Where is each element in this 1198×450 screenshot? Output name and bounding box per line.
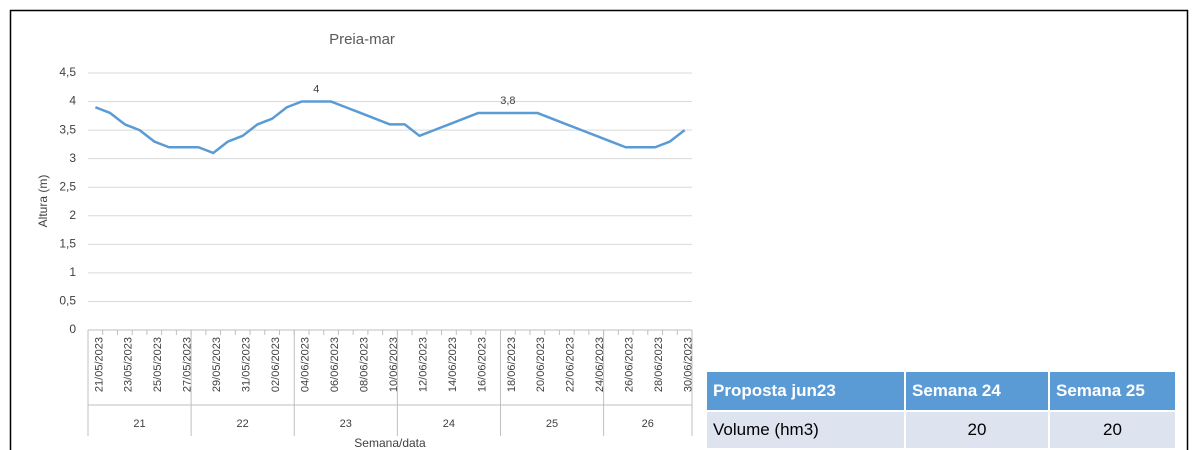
x-tick-label: 31/05/2023 <box>241 337 253 392</box>
x-tick-label: 04/06/2023 <box>300 337 312 392</box>
x-tick-label: 12/06/2023 <box>417 337 429 392</box>
y-tick-label: 4 <box>69 94 76 108</box>
data-label: 4 <box>313 83 319 95</box>
series-line <box>94 100 686 155</box>
x-tick-label: 20/06/2023 <box>535 337 547 392</box>
x-tick-label: 27/05/2023 <box>182 337 194 392</box>
group-label: 26 <box>642 418 654 430</box>
header-cell: Semana 25 <box>1050 372 1175 410</box>
x-tick-label: 02/06/2023 <box>270 337 282 392</box>
data-label: 3,8 <box>500 95 515 107</box>
group-label: 21 <box>133 418 145 430</box>
cell: 20 <box>906 410 1048 448</box>
y-tick-label: 2 <box>69 208 76 222</box>
y-tick-label: 2,5 <box>59 179 76 193</box>
x-tick-label: 08/06/2023 <box>358 337 370 392</box>
x-tick-label: 26/06/2023 <box>624 337 636 392</box>
x-tick-label: 25/05/2023 <box>152 337 164 392</box>
y-tick-label: 1,5 <box>59 237 76 251</box>
cell: Volume (hm3) <box>707 410 904 448</box>
proposal-table: Proposta jun23 Semana 24 Semana 25 Volum… <box>705 372 1177 448</box>
y-tick-label: 0 <box>69 322 76 336</box>
x-tick-label: 14/06/2023 <box>447 337 459 392</box>
y-axis-title: Altura (m) <box>36 175 50 228</box>
group-label: 23 <box>340 418 352 430</box>
x-tick-label: 24/06/2023 <box>594 337 606 392</box>
x-tick-label: 28/06/2023 <box>653 337 665 392</box>
header-cell: Proposta jun23 <box>707 372 904 410</box>
group-label: 24 <box>443 418 455 430</box>
y-tick-label: 1 <box>69 265 76 279</box>
cell: 20 <box>1050 410 1175 448</box>
x-tick-label: 22/06/2023 <box>565 337 577 392</box>
x-tick-label: 21/05/2023 <box>93 337 105 392</box>
x-tick-label: 10/06/2023 <box>388 337 400 392</box>
x-tick-label: 16/06/2023 <box>476 337 488 392</box>
header-cell: Semana 24 <box>906 372 1048 410</box>
x-axis-title: Semana/data <box>354 436 426 450</box>
x-tick-label: 29/05/2023 <box>211 337 223 392</box>
x-tick-label: 18/06/2023 <box>506 337 518 392</box>
group-label: 25 <box>546 418 558 430</box>
table-header: Proposta jun23 Semana 24 Semana 25 <box>707 372 1175 410</box>
y-tick-label: 3,5 <box>59 122 76 136</box>
x-tick-label: 23/05/2023 <box>123 337 135 392</box>
y-tick-label: 4,5 <box>59 65 76 79</box>
y-tick-label: 3 <box>69 151 76 165</box>
table-row: Volume (hm3) 20 20 <box>707 410 1175 448</box>
group-label: 22 <box>237 418 249 430</box>
sheet-border <box>9 9 1189 450</box>
x-tick-label: 06/06/2023 <box>329 337 341 392</box>
y-tick-label: 0,5 <box>59 294 76 308</box>
x-tick-label: 30/06/2023 <box>683 337 695 392</box>
chart-title: Preia-mar <box>329 31 395 48</box>
